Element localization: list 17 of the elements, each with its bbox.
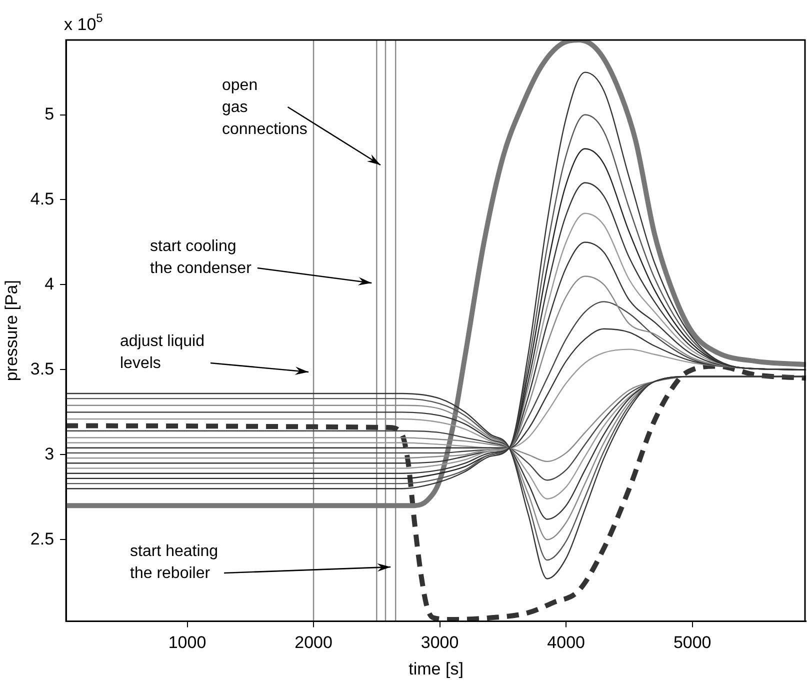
ref-line-label: open gas connections — [222, 77, 308, 138]
y-tick-label: 2.5 — [30, 529, 54, 548]
x-tick-label: 4000 — [547, 633, 585, 652]
y-tick-label: 3 — [44, 444, 54, 464]
y-tick-label: 4 — [44, 274, 54, 294]
ref-line-label: start heating the reboiler — [130, 543, 218, 582]
y-tick-label: 5 — [44, 104, 54, 124]
ref-line-label: adjust liquid levels — [120, 333, 204, 372]
ref-line-label: start cooling the condenser — [150, 238, 252, 277]
x-tick-label: 3000 — [420, 633, 459, 652]
x-tick-label: 5000 — [673, 633, 712, 652]
y-tick-label: 4.5 — [30, 189, 54, 208]
x-tick-label: 1000 — [168, 633, 206, 652]
y-axis-title: pressure [Pa] — [2, 280, 21, 382]
x-tick-label: 2000 — [294, 633, 332, 652]
y-tick-label: 3.5 — [30, 359, 54, 378]
x-axis-title: time [s] — [408, 659, 464, 678]
